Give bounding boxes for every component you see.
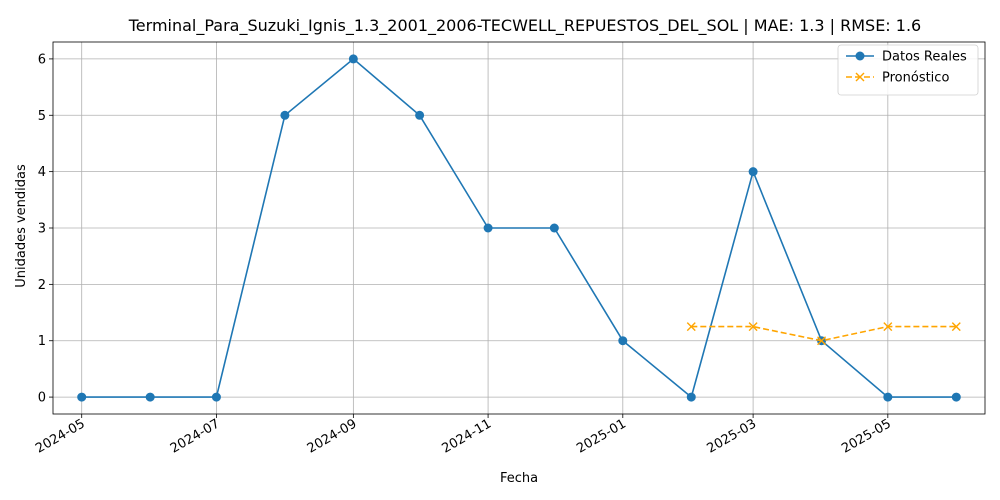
data-point — [483, 223, 493, 233]
series-line — [81, 57, 957, 399]
data-point — [280, 110, 290, 120]
data-point — [817, 336, 827, 346]
marker-stroke — [855, 72, 865, 82]
data-point — [951, 392, 961, 402]
data-point — [951, 322, 961, 332]
y-tick-label: 5 — [38, 109, 46, 124]
data-point — [348, 54, 358, 64]
legend-item: Datos Reales — [846, 50, 967, 65]
marker-stroke — [951, 322, 961, 332]
chart-title: Terminal_Para_Suzuki_Ignis_1.3_2001_2006… — [128, 16, 921, 36]
legend-box — [837, 44, 979, 96]
y-tick-label: 3 — [38, 222, 46, 237]
data-point — [145, 392, 155, 402]
legend: Datos Reales Pronóstico — [837, 44, 979, 96]
x-tick-label: 2024-09 — [305, 416, 360, 456]
grid — [53, 42, 985, 414]
data-point — [618, 336, 628, 346]
x-tick-label: 2025-01 — [574, 416, 629, 456]
data-point — [549, 223, 559, 233]
data-point — [883, 322, 893, 332]
plot-frame — [52, 41, 986, 415]
y-tick-label: 0 — [38, 391, 46, 406]
data-point — [855, 72, 865, 82]
y-axis-title: Unidades vendidas — [14, 164, 29, 288]
legend-item: Pronóstico — [846, 71, 949, 86]
legend-label: Pronóstico — [882, 71, 949, 86]
x-tick-label: 2025-05 — [839, 416, 894, 456]
series-1 — [686, 322, 961, 346]
marker-stroke — [817, 336, 827, 346]
data-point — [77, 392, 87, 402]
data-point — [415, 110, 425, 120]
data-point — [211, 392, 221, 402]
legend-label: Datos Reales — [882, 50, 967, 65]
data-point — [883, 392, 893, 402]
data-point — [686, 392, 696, 402]
x-tick-label: 2024-05 — [33, 416, 88, 456]
series-layer — [77, 54, 961, 402]
y-tick-label: 1 — [38, 334, 46, 349]
x-tick-label: 2024-11 — [440, 416, 495, 456]
marker-stroke — [748, 322, 758, 332]
y-tick-label: 4 — [38, 165, 46, 180]
x-axis-title: Fecha — [500, 471, 538, 486]
marker-stroke — [686, 322, 696, 332]
series-0 — [77, 54, 961, 402]
y-tick-label: 6 — [38, 52, 46, 67]
marker-stroke — [883, 322, 893, 332]
axes: 2024-05 2024-07 2024-09 2024-11 2025-01 2025-… — [33, 41, 986, 457]
data-point — [686, 322, 696, 332]
data-point — [748, 322, 758, 332]
y-tick-label: 2 — [38, 278, 46, 293]
data-point — [855, 51, 865, 61]
data-point — [748, 167, 758, 177]
x-tick-label: 2024-07 — [168, 416, 223, 456]
x-tick-label: 2025-03 — [705, 416, 760, 456]
